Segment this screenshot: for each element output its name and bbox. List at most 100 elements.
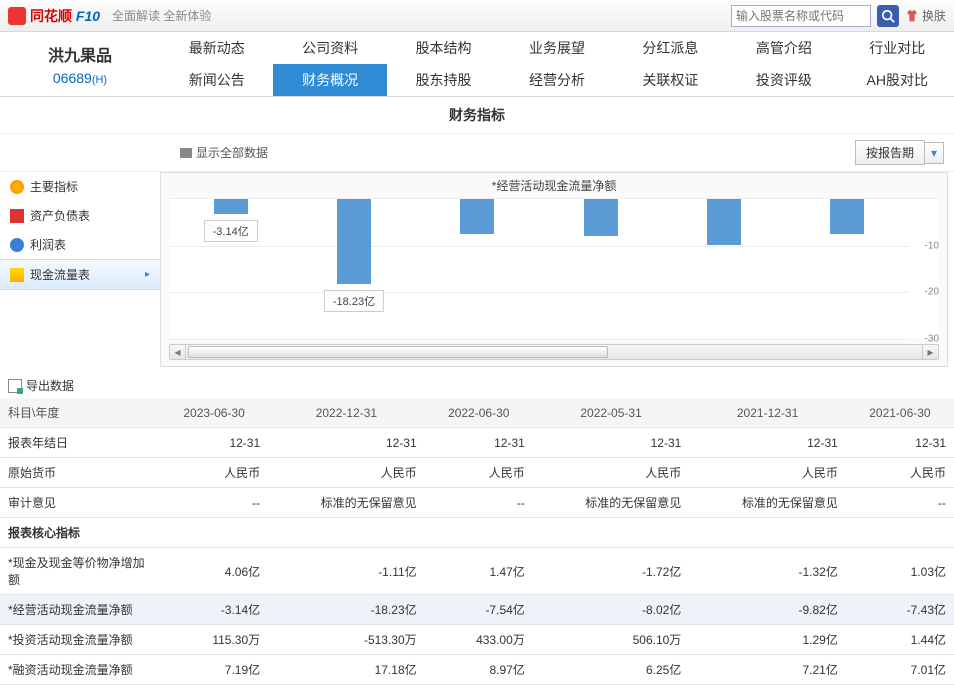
table-cell: 标准的无保留意见	[533, 488, 690, 518]
row-label: *融资活动现金流量净额	[0, 655, 160, 685]
sidebar-item[interactable]: 资产负债表	[0, 201, 160, 230]
nav-tab[interactable]: 经营分析	[500, 64, 613, 96]
main: 主要指标资产负债表利润表现金流量表▸ *经营活动现金流量净额 -10-20-30…	[0, 172, 954, 373]
skin-toggle[interactable]: 换肤	[905, 7, 946, 24]
logo-text: 同花顺 F10	[30, 6, 100, 26]
table-row: 审计意见--标准的无保留意见--标准的无保留意见标准的无保留意见--	[0, 488, 954, 518]
search-icon	[881, 9, 895, 23]
chart-bar[interactable]	[707, 199, 741, 245]
table-row: *融资活动现金流量净额7.19亿17.18亿8.97亿6.25亿7.21亿7.0…	[0, 655, 954, 685]
nav-tab[interactable]: 投资评级	[727, 64, 840, 96]
table-cell: -1.11亿	[268, 548, 425, 595]
sub-title: 财务指标	[0, 97, 954, 134]
table-cell: -1.32亿	[689, 548, 846, 595]
toolbar-show-all[interactable]: 显示全部数据	[180, 144, 268, 161]
sidebar-item[interactable]: 利润表	[0, 230, 160, 259]
table-cell: -9.82亿	[689, 595, 846, 625]
table-cell: 7.19亿	[160, 655, 268, 685]
table-cell: 115.30万	[160, 625, 268, 655]
nav-tab[interactable]: 业务展望	[500, 32, 613, 64]
stock-code: 06689(H)	[0, 70, 160, 86]
row-label: *经营活动现金流量净额	[0, 595, 160, 625]
bar-slot	[416, 199, 539, 338]
scroll-left-button[interactable]: ◂	[170, 345, 186, 359]
legend-square-icon	[180, 148, 192, 158]
table-cell: 人民币	[533, 458, 690, 488]
table-cell: 12-31	[533, 428, 690, 458]
nav-tab[interactable]: 分红派息	[614, 32, 727, 64]
chart-area: *经营活动现金流量净额 -10-20-30-3.14亿-18.23亿 ◂ ▸	[160, 172, 948, 367]
table-cell: 7.21亿	[689, 655, 846, 685]
column-header: 2023-06-30	[160, 398, 268, 428]
table-cell	[268, 518, 425, 548]
logo-tagline: 全面解读 全新体验	[112, 7, 211, 24]
nav-tabs: 最新动态公司资料股本结构业务展望分红派息高管介绍行业对比新闻公告财务概况股东持股…	[160, 32, 954, 96]
chart-bar[interactable]	[337, 199, 371, 284]
table-cell: 506.10万	[533, 625, 690, 655]
toolbar: 显示全部数据 按报告期 ▾	[0, 134, 954, 172]
sidebar-icon	[10, 268, 24, 282]
sidebar-item[interactable]: 主要指标	[0, 172, 160, 201]
nav-tab[interactable]: 行业对比	[841, 32, 954, 64]
table-cell: --	[425, 488, 533, 518]
row-label: 报表年结日	[0, 428, 160, 458]
table-cell: --	[160, 488, 268, 518]
table-cell: -3.14亿	[160, 595, 268, 625]
nav-tab[interactable]: AH股对比	[841, 64, 954, 96]
bar-value-label: -3.14亿	[204, 220, 258, 242]
chart-bar[interactable]	[460, 199, 494, 234]
shirt-icon	[905, 9, 919, 23]
toolbar-right: 按报告期 ▾	[855, 140, 944, 165]
period-dropdown-arrow[interactable]: ▾	[925, 142, 944, 164]
period-button[interactable]: 按报告期	[855, 140, 925, 165]
sidebar-icon	[10, 238, 24, 252]
axis-tick-label: -10	[925, 240, 939, 251]
chart-scrollbar[interactable]: ◂ ▸	[169, 344, 939, 360]
table-cell	[846, 518, 954, 548]
chevron-right-icon: ▸	[145, 269, 150, 280]
table-cell: 标准的无保留意见	[689, 488, 846, 518]
table-cell: 433.00万	[425, 625, 533, 655]
table-cell	[425, 518, 533, 548]
table-cell: 人民币	[846, 458, 954, 488]
nav-tab[interactable]: 股东持股	[387, 64, 500, 96]
scroll-thumb[interactable]	[188, 346, 608, 358]
stock-name: 洪九果品	[0, 42, 160, 66]
nav-tab[interactable]: 财务概况	[273, 64, 386, 96]
row-label: *投资活动现金流量净额	[0, 625, 160, 655]
chart-bar[interactable]	[214, 199, 248, 214]
chart-bar[interactable]	[830, 199, 864, 234]
nav-tab[interactable]: 公司资料	[273, 32, 386, 64]
section-header-row: 报表核心指标	[0, 518, 954, 548]
table-cell	[160, 518, 268, 548]
search-input[interactable]	[731, 5, 871, 27]
export-data[interactable]: 导出数据	[0, 373, 954, 398]
table-cell: 1.29亿	[689, 625, 846, 655]
scroll-right-button[interactable]: ▸	[922, 345, 938, 359]
sidebar-item[interactable]: 现金流量表▸	[0, 259, 160, 290]
column-header: 2022-06-30	[425, 398, 533, 428]
search-button[interactable]	[877, 5, 899, 27]
show-all-label: 显示全部数据	[196, 144, 268, 161]
nav-tab[interactable]: 关联权证	[614, 64, 727, 96]
column-header: 2021-12-31	[689, 398, 846, 428]
nav-tab[interactable]: 新闻公告	[160, 64, 273, 96]
header-right: 换肤	[731, 5, 946, 27]
table-row: *经营活动现金流量净额-3.14亿-18.23亿-7.54亿-8.02亿-9.8…	[0, 595, 954, 625]
column-header: 2022-05-31	[533, 398, 690, 428]
table-cell: 12-31	[268, 428, 425, 458]
nav-tab[interactable]: 最新动态	[160, 32, 273, 64]
skin-label: 换肤	[922, 7, 946, 24]
nav-tab[interactable]: 股本结构	[387, 32, 500, 64]
chart-bar[interactable]	[584, 199, 618, 236]
logo: 同花顺 F10 全面解读 全新体验	[8, 6, 211, 26]
axis-tick-label: -30	[925, 334, 939, 345]
export-label: 导出数据	[26, 377, 74, 394]
bar-slot	[662, 199, 785, 338]
chart-title: *经营活动现金流量净额	[169, 173, 939, 198]
nav-tab[interactable]: 高管介绍	[727, 32, 840, 64]
sidebar: 主要指标资产负债表利润表现金流量表▸	[0, 172, 160, 373]
table-row: *现金及现金等价物净增加额4.06亿-1.11亿1.47亿-1.72亿-1.32…	[0, 548, 954, 595]
sidebar-item-label: 主要指标	[30, 178, 78, 195]
table-cell: 人民币	[425, 458, 533, 488]
